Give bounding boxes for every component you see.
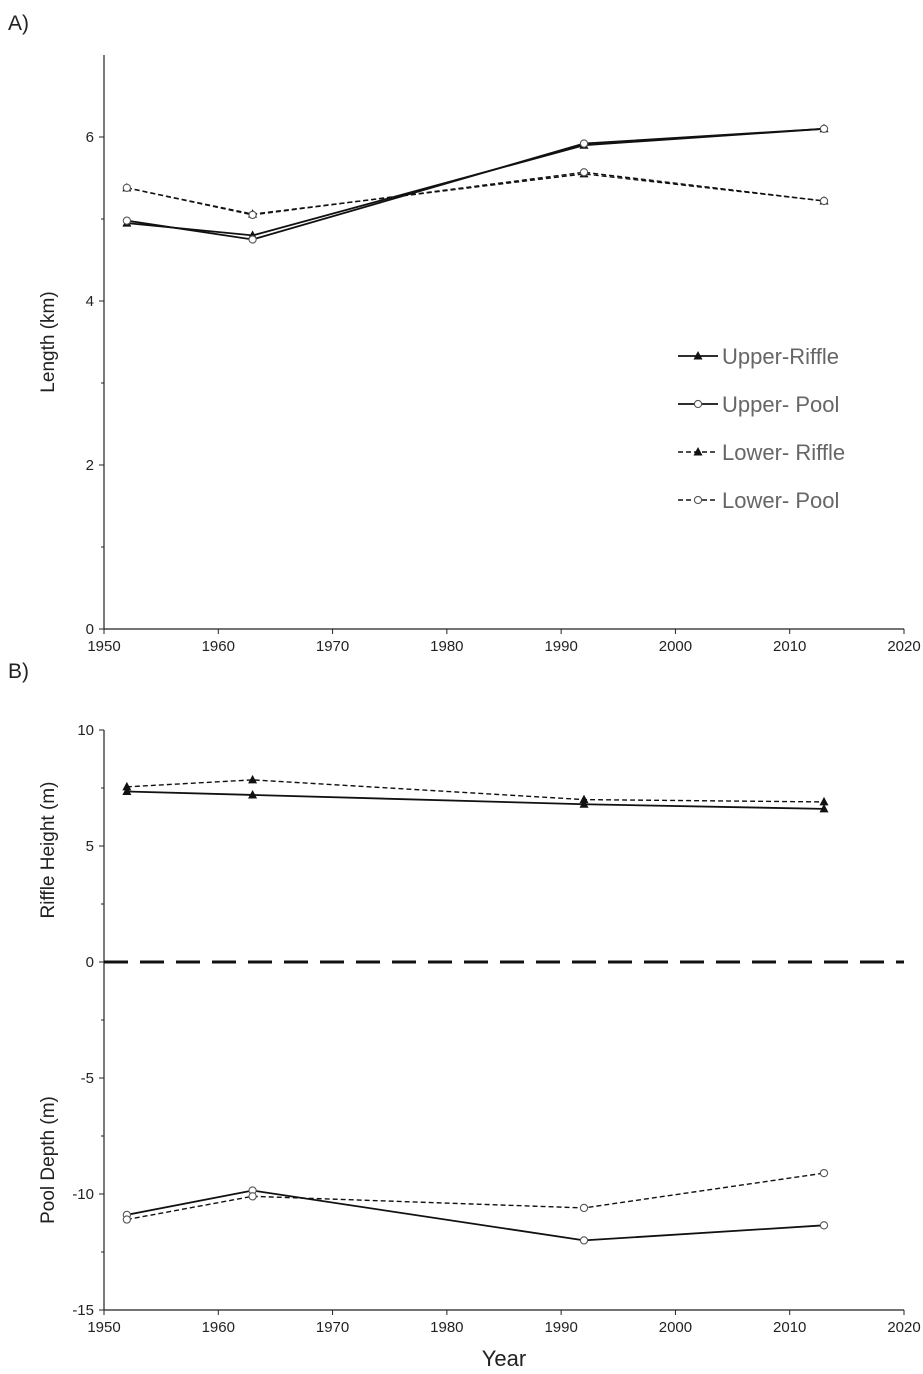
panel-b-x-tick-label: 1980 [430, 1319, 463, 1336]
panel-b-x-tick-label: 1960 [202, 1319, 235, 1336]
panel-b-series-0-line [126, 790, 825, 810]
panel-a-series-1-line [126, 127, 825, 241]
panel-b-series-3-line [126, 1172, 825, 1221]
panel-b-x-tick-label: 1950 [87, 1319, 120, 1336]
panel-b-series-0-point [819, 803, 829, 813]
legend-1-marker [693, 399, 703, 409]
panel-a-series-1-point [248, 235, 257, 244]
panel-a-series-1-point [579, 139, 589, 148]
panel-b-y-tick-label: -5 [81, 1070, 94, 1087]
panel-a-y-tick-label: 4 [86, 293, 94, 310]
panel-b-y-axis-title-bottom: Pool Depth (m) [38, 1096, 59, 1224]
panel-b-x-tick-label: 2020 [887, 1319, 920, 1336]
panel-b-series [122, 774, 829, 1245]
panel-b-series-1-point [248, 774, 258, 784]
panel-b-y-tick-label: -10 [72, 1186, 94, 1203]
panel-a-series-3-point [579, 168, 589, 177]
panel-b-x-tick-label: 2000 [659, 1319, 692, 1336]
panel-a-series-0-line [126, 127, 825, 237]
panel-b-series-0-point [579, 799, 589, 808]
panel-b-x-tick-label: 1970 [316, 1319, 349, 1336]
panel-a-y-tick-label: 0 [86, 621, 94, 638]
panel-b-series-2-point [819, 1221, 829, 1230]
legend-0-marker [693, 351, 703, 360]
panel-b-ticks: 1950 1960 1970 1980 1990 2000 2010 2020 -15 -10 -5… [72, 722, 920, 1336]
legend-2-marker [693, 447, 703, 456]
panel-b-series-1-point [122, 781, 132, 791]
panel-a-series-3-point [819, 196, 829, 206]
panel-a-ticks: 1950 1960 1970 1980 1990 2000 2010 2020 0 2 4 6 [86, 129, 921, 655]
panel-b-y-tick-label: 10 [77, 722, 94, 739]
panel-b-series-0-point [248, 789, 258, 799]
panel-b-y-tick-label: 0 [86, 954, 94, 971]
panel-b-series-3-point [248, 1192, 257, 1201]
panel-a-x-tick-label: 1950 [87, 638, 120, 655]
panel-a-x-tick-label: 2020 [887, 638, 920, 655]
panel-b-x-axis-title: Year [482, 1346, 526, 1371]
panel-b-x-tick-label: 2010 [773, 1319, 806, 1336]
panel-b-series-3-point [579, 1203, 589, 1213]
panel-a-label: A) [8, 12, 29, 35]
panel-a-length-chart: A) Length (km) 1950 1960 1970 1980 1990 2000 2… [8, 12, 921, 655]
panel-a-y-tick-label: 6 [86, 129, 94, 146]
panel-a-series-3-point [248, 210, 257, 220]
panel-a-x-tick-label: 2010 [773, 638, 806, 655]
panel-a-series-2-line [126, 173, 825, 215]
panel-a-series-1-point [122, 216, 132, 225]
panel-a-legend: Upper-Riffle Upper- Pool Lower- Riffle Lowe… [678, 344, 845, 513]
panel-b-y-tick-label: -15 [72, 1302, 94, 1319]
panel-b-series-2-point [579, 1236, 589, 1245]
panel-b-series-1-line [126, 779, 825, 803]
panel-b-series-1-point [819, 796, 829, 806]
panel-a-x-tick-label: 1980 [430, 638, 463, 655]
panel-b-series-3-point [122, 1215, 132, 1224]
legend-0-label: Upper-Riffle [722, 344, 839, 369]
legend-3-label: Lower- Pool [722, 488, 839, 513]
panel-a-series-3-line [126, 171, 825, 216]
panel-b-y-tick-label: 5 [86, 838, 94, 855]
panel-b-series-0-point [122, 786, 132, 795]
panel-a-x-tick-label: 2000 [659, 638, 692, 655]
panel-b-height-depth-chart: B) Riffle Height (m) Pool Depth (m) Year… [8, 660, 921, 1371]
panel-a-y-tick-label: 2 [86, 457, 94, 474]
panel-b-series-3-point [819, 1168, 829, 1178]
panel-b-label: B) [8, 660, 29, 683]
panel-a-x-tick-label: 1990 [544, 638, 577, 655]
legend-3-marker [693, 495, 703, 505]
legend-2-label: Lower- Riffle [722, 440, 845, 465]
panel-a-x-tick-label: 1960 [202, 638, 235, 655]
panel-a-series-3-point [122, 183, 132, 192]
panel-b-x-tick-label: 1990 [544, 1319, 577, 1336]
panel-b-y-axis-title-top: Riffle Height (m) [38, 782, 59, 919]
panel-a-series-1-point [819, 124, 829, 133]
panel-a-x-tick-label: 1970 [316, 638, 349, 655]
panel-a-y-axis-title: Length (km) [38, 291, 59, 392]
panel-b-series-1-point [579, 794, 589, 804]
panel-a-series [122, 123, 829, 244]
legend-1-label: Upper- Pool [722, 392, 839, 417]
panel-b-series-2-line [126, 1189, 825, 1242]
